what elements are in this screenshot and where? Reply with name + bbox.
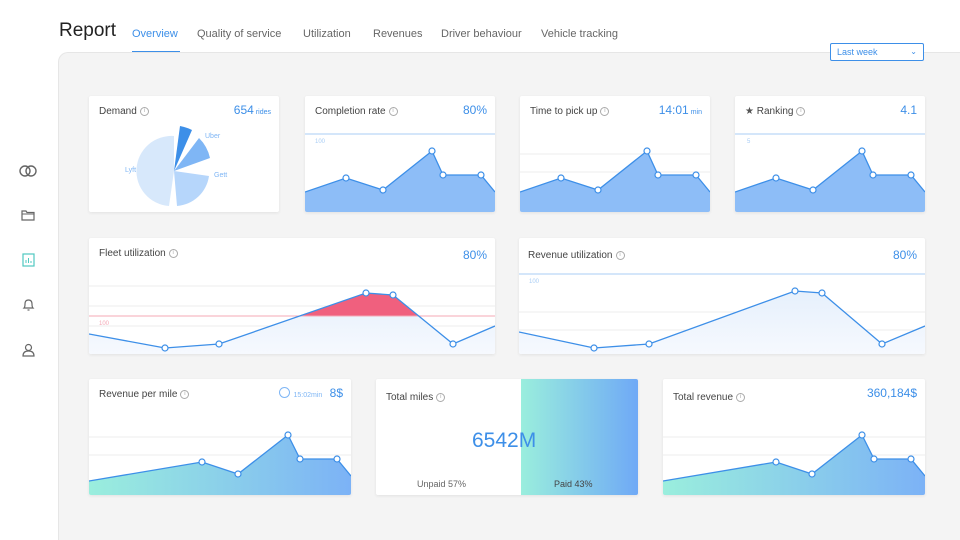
info-icon[interactable]: i [139, 106, 149, 116]
ranking-card[interactable]: ★ Ranking i 4.1 5 [735, 96, 925, 212]
rev-mile-title: Revenue per mile [99, 389, 178, 400]
info-icon[interactable]: i [600, 106, 610, 116]
fleet-chart: 100 [89, 285, 495, 354]
tab-utilization[interactable]: Utilization [303, 28, 351, 40]
report-icon[interactable] [18, 250, 38, 270]
total-miles-title: Total miles [386, 392, 434, 403]
chevron-down-icon: ⌄ [910, 47, 917, 56]
completion-rate-card[interactable]: Completion rate i 80% 100 [305, 96, 495, 212]
completion-chart: 100 [305, 133, 495, 212]
rev-mile-chart [89, 431, 351, 495]
revenue-per-mile-card[interactable]: Revenue per mile i 15:02min 8$ [89, 379, 351, 495]
total-revenue-chart [663, 431, 925, 495]
total-miles-card[interactable]: Total miles i 6542M Unpaid 57% Paid 43% [376, 379, 638, 495]
pickup-chart [520, 147, 710, 212]
top-navigation: Report Overview Quality of service Utili… [58, 0, 960, 54]
rev-mile-time: 15:02min [293, 392, 323, 399]
total-revenue-title: Total revenue [673, 392, 734, 403]
revenue-util-chart: 100 [519, 273, 925, 354]
pie-slice-lyft [136, 135, 174, 206]
info-icon[interactable]: i [796, 106, 806, 116]
paid-portion [521, 379, 638, 495]
fleet-ref-label: 100 [99, 321, 110, 327]
revenue-util-value: 80% [892, 248, 917, 262]
pickup-title: Time to pick up [530, 106, 598, 117]
star-icon: ★ [745, 106, 754, 117]
demand-value: 654 [233, 103, 254, 117]
rev-mile-value: 8$ [329, 386, 343, 400]
pickup-value: 14:01 [658, 103, 689, 117]
revenue-util-title: Revenue utilization [528, 250, 613, 261]
pie-label-lyft: Lyft [125, 167, 136, 174]
unpaid-label: Unpaid 57% [417, 479, 467, 489]
pickup-time-card[interactable]: Time to pick up i 14:01 min [520, 96, 710, 212]
paid-label: Paid 43% [554, 479, 593, 489]
tab-revenues[interactable]: Revenues [373, 28, 423, 40]
ranking-title: Ranking [756, 106, 794, 117]
demand-title: Demand [99, 106, 137, 117]
user-icon[interactable] [18, 340, 38, 360]
info-icon[interactable]: i [388, 106, 398, 116]
info-icon[interactable]: i [180, 389, 190, 399]
tab-overview[interactable]: Overview [132, 28, 178, 40]
pie-slice-uber [174, 138, 210, 171]
tab-vehicle-tracking[interactable]: Vehicle tracking [541, 28, 619, 40]
fleet-title: Fleet utilization [99, 248, 166, 259]
info-icon[interactable]: i [615, 250, 625, 260]
pickup-unit: min [690, 109, 702, 116]
completion-value: 80% [462, 103, 487, 117]
ranking-chart: 5 [735, 133, 925, 212]
pie-label-gett: Gett [214, 172, 227, 179]
driver-icon [279, 387, 291, 399]
ranking-value: 4.1 [900, 103, 917, 117]
tab-quality-of-service[interactable]: Quality of service [197, 28, 282, 40]
fleet-value: 80% [462, 248, 487, 262]
bell-icon[interactable] [18, 295, 38, 315]
pie-slice-top [174, 126, 192, 171]
total-revenue-card[interactable]: Total revenue i 360,184$ [663, 379, 925, 495]
sidebar [0, 0, 58, 540]
revenue-util-ref-label: 100 [529, 279, 540, 285]
pie-label-uber: Uber [205, 133, 221, 140]
logo-icon[interactable] [18, 161, 38, 181]
info-icon[interactable]: i [168, 248, 178, 258]
completion-title: Completion rate [315, 106, 386, 117]
period-select[interactable]: Last week ⌄ [830, 43, 924, 61]
period-select-value: Last week [837, 47, 878, 57]
folder-icon[interactable] [18, 205, 38, 225]
info-icon[interactable]: i [436, 392, 446, 402]
pie-slice-gett [174, 171, 209, 206]
ranking-ref-label: 5 [747, 139, 751, 145]
demand-card[interactable]: Demand i 654 rides Uber Gett Lyft [89, 96, 279, 212]
demand-pie-chart: Uber Gett Lyft [125, 126, 227, 206]
total-miles-value: 6542M [472, 429, 537, 452]
page-title: Report [59, 20, 117, 41]
info-icon[interactable]: i [736, 392, 746, 402]
completion-ref-label: 100 [315, 139, 326, 145]
demand-unit: rides [255, 109, 271, 116]
total-revenue-value: 360,184$ [866, 386, 917, 400]
fleet-utilization-card[interactable]: Fleet utilization i 80% 100 [89, 238, 495, 354]
revenue-utilization-card[interactable]: Revenue utilization i 80% 100 [519, 238, 925, 354]
tab-driver-behaviour[interactable]: Driver behaviour [441, 28, 522, 40]
